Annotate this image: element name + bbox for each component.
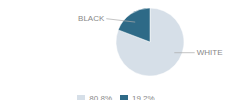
svg-text:BLACK: BLACK (78, 14, 105, 23)
svg-text:WHITE: WHITE (197, 48, 223, 57)
